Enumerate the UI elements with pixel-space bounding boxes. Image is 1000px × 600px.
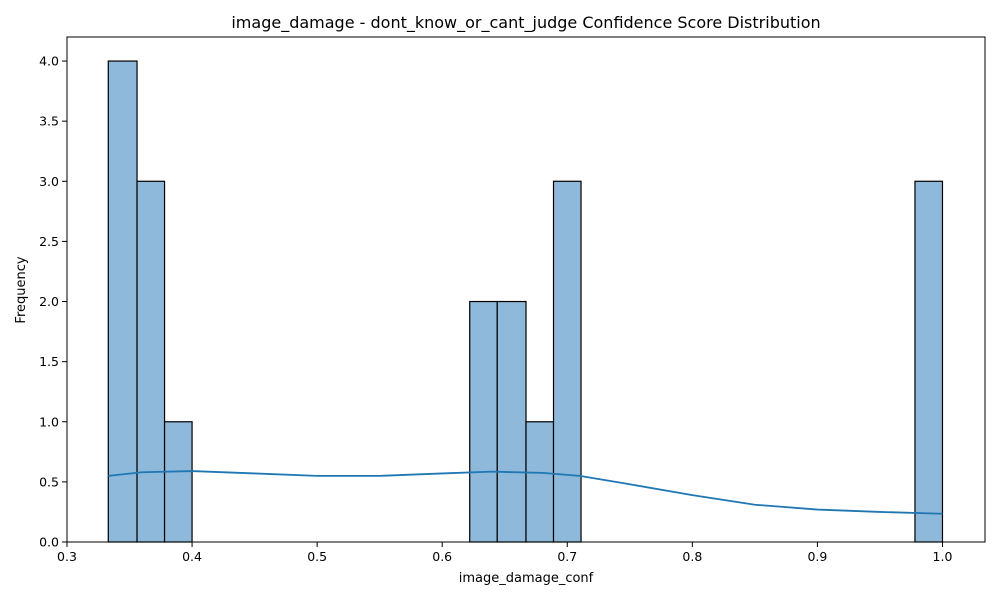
histogram-bar-1 bbox=[136, 180, 166, 543]
y-tick-label: 1.0 bbox=[39, 414, 59, 429]
y-tick-label: 4.0 bbox=[39, 54, 59, 69]
histogram-bar-7 bbox=[914, 180, 944, 543]
kde-line bbox=[108, 470, 943, 515]
x-tick-label: 0.8 bbox=[682, 549, 702, 564]
x-tick-label: 1.0 bbox=[933, 549, 953, 564]
bars-group bbox=[107, 60, 944, 543]
y-tick-label: 3.0 bbox=[39, 174, 59, 189]
y-tick-label: 1.5 bbox=[39, 354, 59, 369]
y-axis-label: Frequency bbox=[14, 256, 29, 323]
y-tick-label: 2.5 bbox=[39, 234, 59, 249]
y-tick-label: 0.0 bbox=[39, 535, 59, 550]
histogram-bar-2 bbox=[163, 421, 193, 543]
histogram-bar-4 bbox=[496, 300, 527, 543]
x-tick-label: 0.4 bbox=[182, 549, 202, 564]
y-tick-label: 2.0 bbox=[39, 294, 59, 309]
x-axis: 0.3 0.4 0.5 0.6 0.7 0.8 0.9 1.0 bbox=[57, 542, 952, 564]
histogram-bar-6 bbox=[552, 180, 582, 543]
x-axis-label: image_damage_conf bbox=[459, 571, 594, 586]
histogram-bar-0 bbox=[107, 60, 138, 543]
chart-title: image_damage - dont_know_or_cant_judge C… bbox=[231, 13, 820, 33]
y-axis: 0.0 0.5 1.0 1.5 2.0 2.5 3.0 3.5 4.0 bbox=[39, 54, 67, 550]
x-tick-label: 0.9 bbox=[807, 549, 827, 564]
x-tick-label: 0.7 bbox=[557, 549, 577, 564]
histogram-bar-5 bbox=[525, 421, 555, 543]
histogram-bar-3 bbox=[469, 300, 498, 543]
y-tick-label: 3.5 bbox=[39, 114, 59, 129]
plot-frame bbox=[66, 36, 986, 543]
x-tick-label: 0.3 bbox=[57, 549, 77, 564]
kde-group bbox=[108, 470, 943, 515]
x-tick-label: 0.6 bbox=[432, 549, 452, 564]
y-tick-label: 0.5 bbox=[39, 474, 59, 489]
x-tick-label: 0.5 bbox=[307, 549, 327, 564]
